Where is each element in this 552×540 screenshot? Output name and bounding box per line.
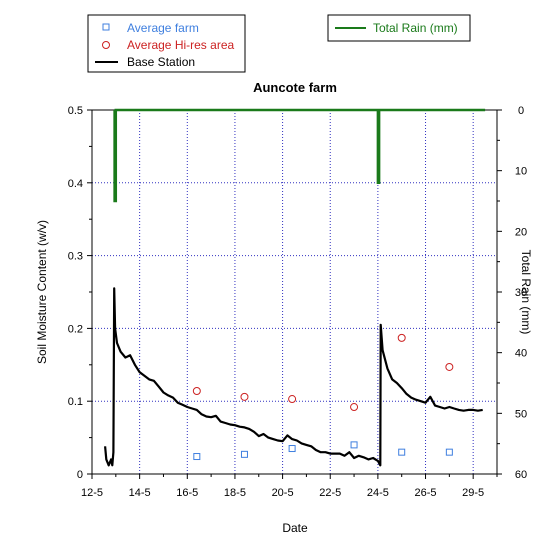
average-hires-point <box>445 362 454 371</box>
average-hires-point <box>192 387 201 396</box>
y2-tick-label: 30 <box>515 287 527 299</box>
average-hires-point <box>397 333 406 342</box>
x-tick-label: 12-5 <box>81 487 103 499</box>
y2-axis-ticks: 0 10 20 30 40 50 60 <box>497 105 527 481</box>
y-tick-label: 0.3 <box>68 251 83 263</box>
chart-title: Auncote farm <box>253 80 337 95</box>
y-axis-label: Soil Moisture Content (w/v) <box>35 220 49 364</box>
x-tick-label: 24-5 <box>367 487 389 499</box>
x-tick-label: 14-5 <box>129 487 151 499</box>
grid <box>92 110 497 474</box>
legend-square-marker <box>102 23 110 31</box>
legend-average-farm: Average farm <box>127 21 199 35</box>
legend-right: Total Rain (mm) <box>327 14 471 42</box>
x-tick-label: 22-5 <box>319 487 341 499</box>
average-farm-point <box>350 441 358 449</box>
x-tick-label: 20-5 <box>272 487 294 499</box>
x-tick-label: 18-5 <box>224 487 246 499</box>
y2-tick-label: 20 <box>515 226 527 238</box>
y2-tick-label: 50 <box>515 408 527 420</box>
base-station-line <box>104 287 483 467</box>
average-hires-point <box>240 392 249 401</box>
average-farm-point <box>193 453 201 461</box>
average-farm-point <box>445 448 453 456</box>
legend-base-station: Base Station <box>127 55 195 69</box>
average-hires-point <box>288 395 297 404</box>
y2-tick-label: 40 <box>515 348 527 360</box>
y2-axis-label: Total Rain (mm) <box>519 250 533 335</box>
average-farm-point <box>288 445 296 453</box>
y-tick-label: 0 <box>77 469 83 481</box>
x-tick-label: 29-5 <box>462 487 484 499</box>
total-rain-line <box>113 108 486 203</box>
average-farm-point <box>398 448 406 456</box>
x-tick-label: 16-5 <box>176 487 198 499</box>
average-farm-point <box>240 450 248 458</box>
x-axis-ticks: 12-5 14-5 16-5 18-5 20-5 22-5 24-5 26-5 29-5 <box>81 474 498 499</box>
x-axis-label: Date <box>282 521 308 535</box>
legend-total-rain: Total Rain (mm) <box>373 21 458 35</box>
x-tick-label: 26-5 <box>415 487 437 499</box>
y-tick-label: 0.2 <box>68 323 83 335</box>
rain-series <box>113 108 486 203</box>
base-station-series <box>104 287 483 467</box>
y-tick-label: 0.1 <box>68 396 83 408</box>
legend-average-hires: Average Hi-res area <box>127 38 234 52</box>
y2-tick-label: 0 <box>518 105 524 117</box>
plot-area-frame <box>91 109 498 475</box>
y2-tick-label: 10 <box>515 166 527 178</box>
y-axis-ticks: 0 0.1 0.2 0.3 0.4 0.5 <box>68 105 92 481</box>
legend-circle-marker <box>102 41 110 49</box>
y-tick-label: 0.5 <box>68 105 83 117</box>
y-tick-label: 0.4 <box>68 178 83 190</box>
legend-left: Average farm Average Hi-res area Base St… <box>87 14 246 73</box>
y2-tick-label: 60 <box>515 469 527 481</box>
scatter-series <box>192 333 454 461</box>
average-hires-point <box>350 403 359 412</box>
